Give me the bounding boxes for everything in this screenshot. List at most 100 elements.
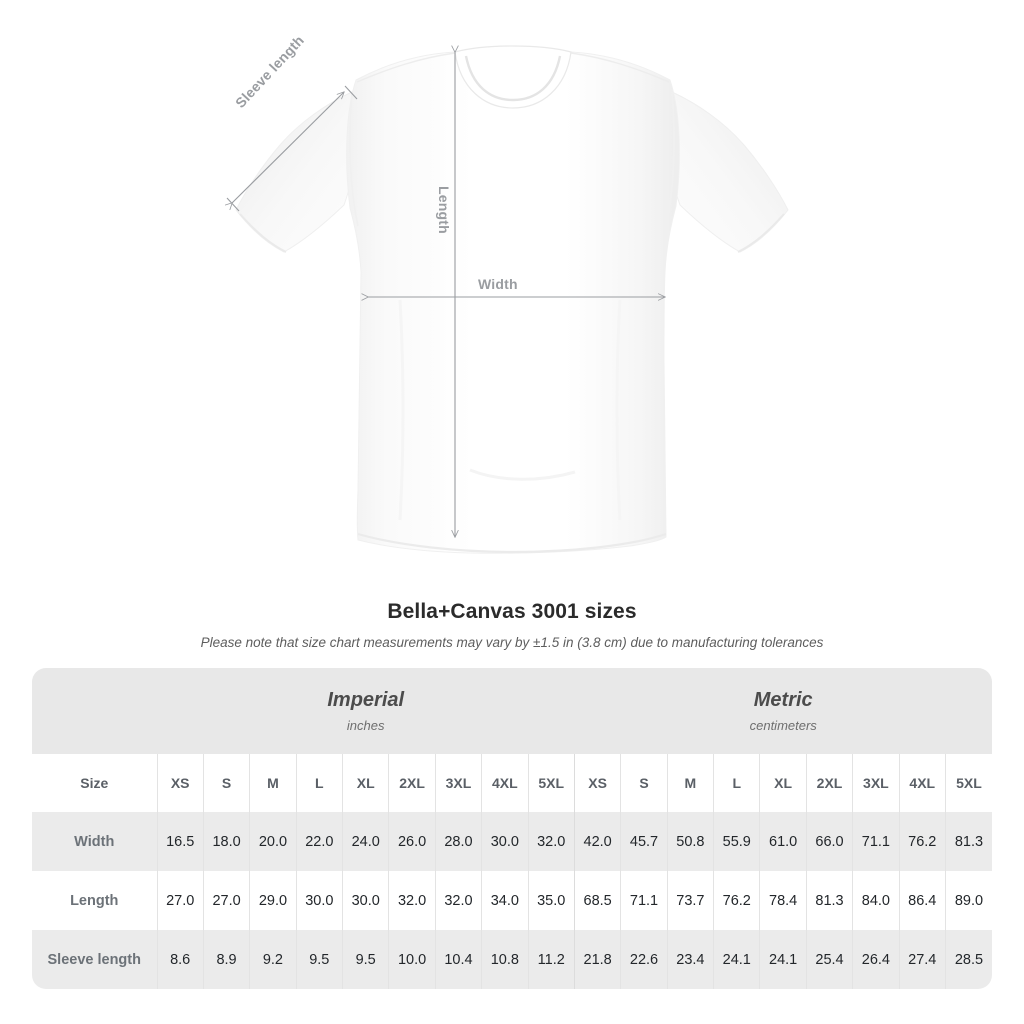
unit-band-spacer: [32, 668, 157, 754]
cell-length-metric-xs: 68.5: [573, 871, 621, 930]
cell-length-imperial-4xl: 34.0: [481, 871, 528, 930]
tolerance-note: Please note that size chart measurements…: [200, 635, 824, 650]
cell-length-metric-3xl: 84.0: [852, 871, 900, 930]
cell-length-imperial-s: 27.0: [202, 871, 250, 930]
cell-sleeve-length-metric-l: 24.1: [713, 930, 760, 989]
size-header-metric-s: S: [620, 754, 668, 812]
cell-length-metric-2xl: 81.3: [805, 871, 853, 930]
cell-sleeve-length-metric-xs: 21.8: [573, 930, 621, 989]
cell-width-imperial-l: 22.0: [295, 812, 343, 871]
size-header-row: Size XS S M L XL 2XL 3XL 4XL 5XL XS S M L XL 2XL 3XL 4XL 5…: [32, 754, 992, 812]
cell-length-imperial-5xl: 35.0: [527, 871, 575, 930]
size-header-imperial-2xl: 2XL: [388, 754, 436, 812]
cell-length-imperial-m: 29.0: [249, 871, 297, 930]
page-title: Bella+Canvas 3001 sizes: [387, 600, 637, 623]
cell-width-imperial-xl: 24.0: [341, 812, 389, 871]
unit-group-metric: Metric centimeters: [574, 668, 992, 754]
size-header-label: Size: [32, 754, 157, 812]
size-header-imperial-3xl: 3XL: [434, 754, 482, 812]
cell-length-imperial-3xl: 32.0: [434, 871, 482, 930]
unit-band-row: Imperial inches Metric centimeters: [32, 668, 992, 754]
cell-width-metric-2xl: 66.0: [805, 812, 853, 871]
cell-width-metric-5xl: 81.3: [944, 812, 992, 871]
size-header-imperial-4xl: 4XL: [481, 754, 528, 812]
cell-length-imperial-xs: 27.0: [156, 871, 204, 930]
cell-length-imperial-xl: 30.0: [341, 871, 389, 930]
size-header-metric-3xl: 3XL: [852, 754, 900, 812]
length-label: Length: [436, 186, 452, 234]
unit-subtitle: centimeters: [749, 718, 817, 733]
cell-sleeve-length-metric-m: 23.4: [666, 930, 714, 989]
cell-length-metric-5xl: 89.0: [944, 871, 992, 930]
cell-width-imperial-2xl: 26.0: [388, 812, 436, 871]
sleeve-dimension-line: [232, 92, 344, 203]
unit-name: Metric: [753, 689, 813, 711]
cell-width-imperial-3xl: 28.0: [434, 812, 482, 871]
size-header-imperial-l: L: [295, 754, 343, 812]
cell-sleeve-length-metric-4xl: 27.4: [898, 930, 946, 989]
size-header-imperial-m: M: [249, 754, 297, 812]
measurement-label-width: Width: [32, 812, 157, 871]
cell-width-imperial-5xl: 32.0: [527, 812, 575, 871]
width-label: Width: [478, 276, 518, 292]
cell-sleeve-length-metric-xl: 24.1: [759, 930, 807, 989]
cell-length-metric-s: 71.1: [620, 871, 668, 930]
garment-diagram: Sleeve length Length Width: [0, 32, 789, 554]
cell-sleeve-length-imperial-s: 8.9: [202, 930, 250, 989]
cell-sleeve-length-metric-2xl: 25.4: [805, 930, 853, 989]
cell-length-metric-l: 76.2: [713, 871, 760, 930]
cell-width-imperial-m: 20.0: [249, 812, 297, 871]
size-header-metric-m: M: [666, 754, 714, 812]
size-header-metric-l: L: [713, 754, 760, 812]
cell-width-metric-3xl: 71.1: [852, 812, 900, 871]
size-header-imperial-xs: XS: [156, 754, 204, 812]
cell-width-metric-xs: 42.0: [573, 812, 621, 871]
table-row: Width 16.5 18.0 20.0 22.0 24.0 26.0 28.0 30.0 32.…: [32, 812, 992, 871]
cell-width-metric-4xl: 76.2: [898, 812, 946, 871]
measurement-lines: [227, 52, 665, 537]
cell-sleeve-length-metric-s: 22.6: [620, 930, 668, 989]
cell-sleeve-length-imperial-2xl: 10.0: [388, 930, 436, 989]
size-header-imperial-5xl: 5XL: [527, 754, 575, 812]
cell-sleeve-length-metric-5xl: 28.5: [944, 930, 992, 989]
cell-length-metric-4xl: 86.4: [898, 871, 946, 930]
cell-sleeve-length-imperial-xs: 8.6: [156, 930, 204, 989]
measurement-label-sleeve-length: Sleeve length: [32, 930, 157, 989]
cell-width-metric-m: 50.8: [666, 812, 714, 871]
cell-width-metric-xl: 61.0: [759, 812, 807, 871]
cell-width-imperial-xs: 16.5: [156, 812, 204, 871]
sleeve-tick-bottom: [226, 197, 240, 212]
size-header-metric-xs: XS: [573, 754, 621, 812]
size-header-metric-xl: XL: [759, 754, 807, 812]
size-header-metric-4xl: 4XL: [898, 754, 946, 812]
size-table: Imperial inches Metric centimeters Size XS S M L…: [32, 668, 992, 989]
heading-block: Bella+Canvas 3001 sizes Please note that…: [0, 600, 1024, 650]
cell-width-metric-s: 45.7: [620, 812, 668, 871]
cell-width-imperial-4xl: 30.0: [481, 812, 528, 871]
table-row: Sleeve length 8.6 8.9 9.2 9.5 9.5 10.0 10.4 10.8…: [32, 930, 992, 989]
sleeve-tick-top: [344, 85, 358, 100]
cell-sleeve-length-imperial-m: 9.2: [249, 930, 297, 989]
size-header-imperial-xl: XL: [341, 754, 389, 812]
measurement-label-length: Length: [32, 871, 157, 930]
cell-sleeve-length-imperial-4xl: 10.8: [481, 930, 528, 989]
cell-length-metric-xl: 78.4: [759, 871, 807, 930]
tshirt-shape: [235, 45, 789, 554]
size-table-wrap: Imperial inches Metric centimeters Size XS S M L…: [32, 668, 992, 989]
table-row: Length 27.0 27.0 29.0 30.0 30.0 32.0 32.0 34.0 35…: [32, 871, 992, 930]
cell-width-imperial-s: 18.0: [202, 812, 250, 871]
unit-subtitle: inches: [346, 718, 385, 733]
cell-sleeve-length-imperial-3xl: 10.4: [434, 930, 482, 989]
cell-length-metric-m: 73.7: [666, 871, 714, 930]
cell-sleeve-length-metric-3xl: 26.4: [852, 930, 900, 989]
cell-sleeve-length-imperial-5xl: 11.2: [527, 930, 575, 989]
cell-sleeve-length-imperial-xl: 9.5: [341, 930, 389, 989]
size-header-metric-2xl: 2XL: [805, 754, 853, 812]
size-header-imperial-s: S: [202, 754, 250, 812]
cell-length-imperial-l: 30.0: [295, 871, 343, 930]
cell-sleeve-length-imperial-l: 9.5: [295, 930, 343, 989]
unit-name: Imperial: [327, 689, 405, 711]
unit-group-imperial: Imperial inches: [157, 668, 575, 754]
size-header-metric-5xl: 5XL: [944, 754, 992, 812]
